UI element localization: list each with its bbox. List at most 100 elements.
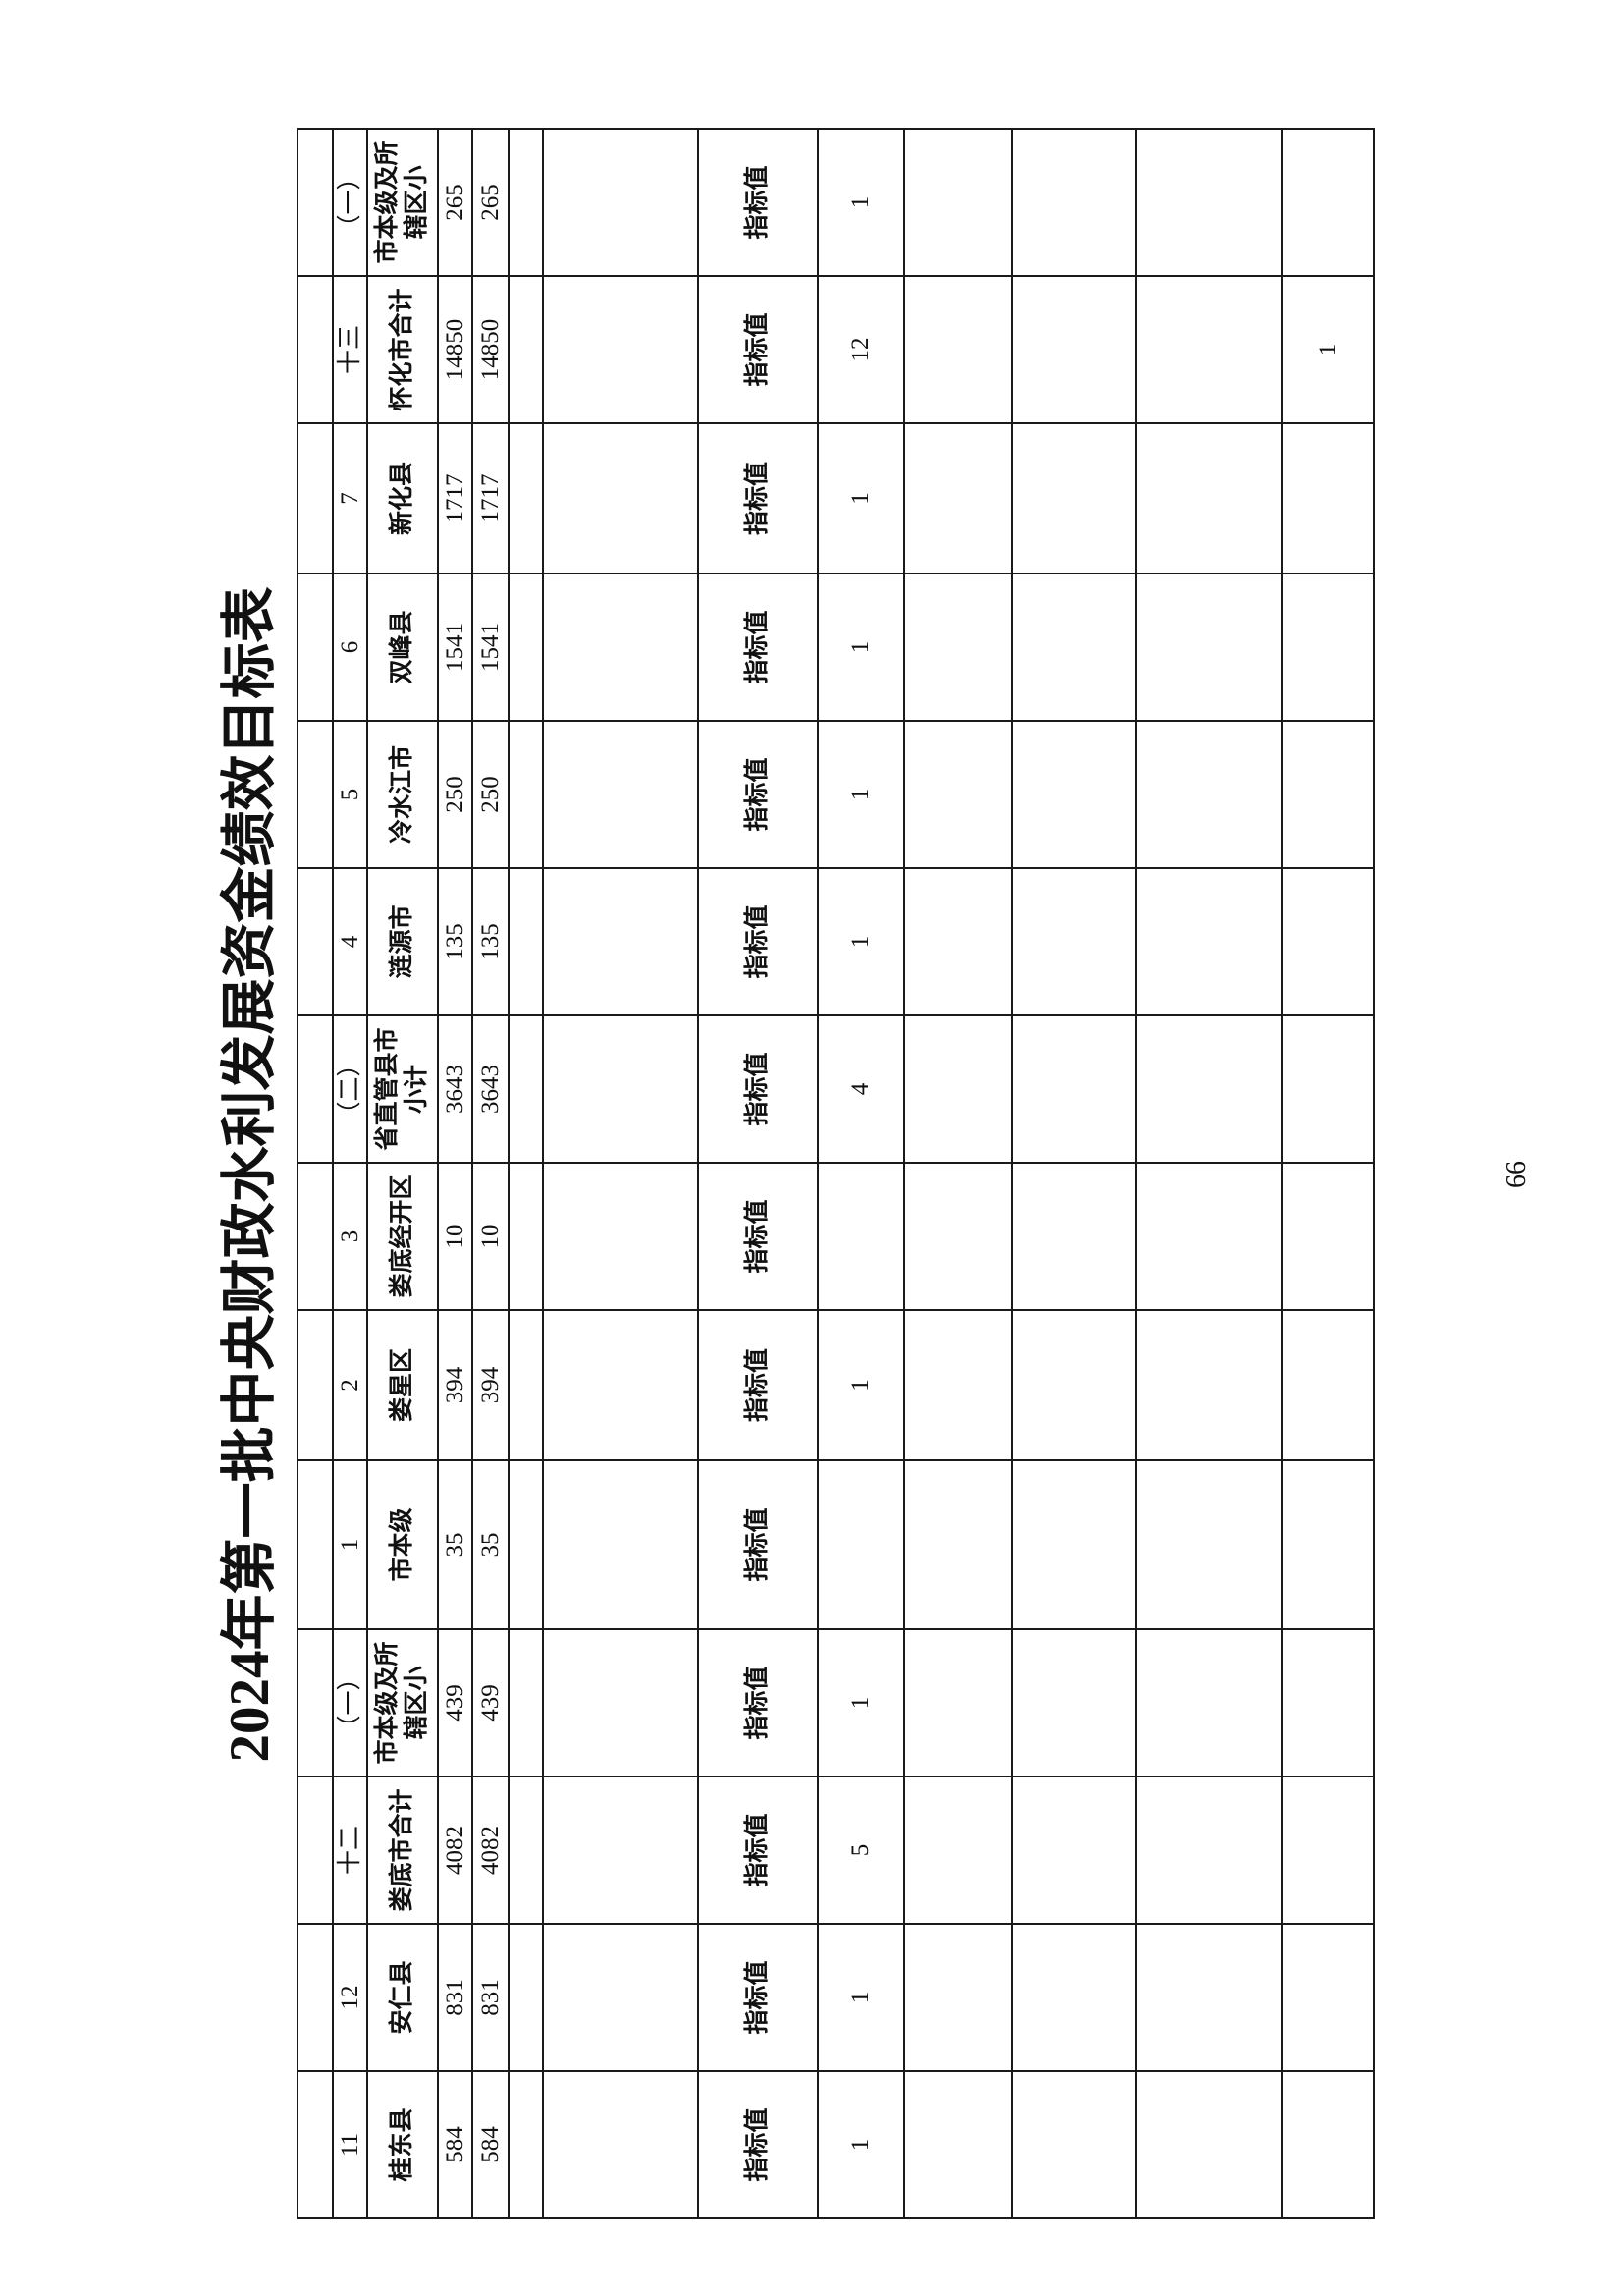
- amount-cell: 250: [472, 721, 509, 868]
- blank-cell: [509, 1629, 543, 1777]
- blank-cell: [1012, 721, 1136, 868]
- blank-cell: [1136, 721, 1282, 868]
- blank-cell: [509, 1015, 543, 1163]
- indicator-label-cell: 指标值: [698, 2071, 818, 2218]
- blank-cell: [509, 1777, 543, 1924]
- blank-cell: [509, 868, 543, 1015]
- blank-cell: [543, 868, 698, 1015]
- blank-row-top: [298, 574, 333, 721]
- blank-cell: [904, 1015, 1012, 1163]
- blank-cell: [1136, 868, 1282, 1015]
- blank-cell: [1012, 423, 1136, 574]
- blank-cell: [509, 276, 543, 423]
- region-name-cell: 娄星区: [367, 1310, 438, 1460]
- index-cell: 12: [333, 1924, 367, 2071]
- amount-cell: 3643: [438, 1015, 472, 1163]
- blank-cell: [543, 574, 698, 721]
- extra-value-cell: 1: [1282, 276, 1374, 423]
- blank-cell: [509, 1460, 543, 1629]
- blank-row-top: [298, 2071, 333, 2218]
- blank-cell: [904, 2071, 1012, 2218]
- extra-value-cell: [1282, 1310, 1374, 1460]
- indicator-label-cell: 指标值: [698, 868, 818, 1015]
- blank-row-top: [298, 276, 333, 423]
- blank-cell: [509, 1310, 543, 1460]
- region-name-cell: 安仁县: [367, 1924, 438, 2071]
- amount-cell: 14850: [438, 276, 472, 423]
- blank-cell: [543, 721, 698, 868]
- target-value-cell: 1: [818, 721, 904, 868]
- table-row: [543, 129, 698, 2218]
- table-row: 1: [1282, 129, 1374, 2218]
- amount-cell: 1541: [472, 574, 509, 721]
- blank-cell: [904, 129, 1012, 276]
- target-value-cell: [818, 1163, 904, 1310]
- indicator-label-cell: 指标值: [698, 1310, 818, 1460]
- amount-cell: 35: [438, 1460, 472, 1629]
- blank-cell: [509, 1924, 543, 2071]
- amount-cell: 1717: [472, 423, 509, 574]
- blank-cell: [1012, 2071, 1136, 2218]
- document-title: 2024年第一批中央财政水利发展资金绩效目标表: [219, 586, 281, 1763]
- blank-cell: [1012, 1924, 1136, 2071]
- target-value-cell: 1: [818, 868, 904, 1015]
- blank-row-top: [298, 721, 333, 868]
- blank-cell: [1012, 129, 1136, 276]
- blank-cell: [904, 1629, 1012, 1777]
- region-name-cell: 怀化市合计: [367, 276, 438, 423]
- blank-cell: [1136, 1310, 1282, 1460]
- target-value-cell: 4: [818, 1015, 904, 1163]
- amount-cell: 135: [472, 868, 509, 1015]
- blank-cell: [1012, 868, 1136, 1015]
- target-value-cell: 1: [818, 574, 904, 721]
- extra-value-cell: [1282, 574, 1374, 721]
- indicator-label-cell: 指标值: [698, 276, 818, 423]
- target-value-cell: 5: [818, 1777, 904, 1924]
- blank-cell: [543, 1629, 698, 1777]
- indicator-label-cell: 指标值: [698, 1015, 818, 1163]
- blank-cell: [1012, 574, 1136, 721]
- page-number: 66: [1501, 1161, 1532, 1188]
- index-cell: （一）: [333, 1629, 367, 1777]
- blank-cell: [904, 1924, 1012, 2071]
- blank-cell: [543, 129, 698, 276]
- indicator-label-cell: 指标值: [698, 1163, 818, 1310]
- region-name-cell: 市本级: [367, 1460, 438, 1629]
- index-cell: 十三: [333, 276, 367, 423]
- blank-cell: [904, 1310, 1012, 1460]
- indicator-label-cell: 指标值: [698, 1629, 818, 1777]
- table-row: [509, 129, 543, 2218]
- blank-row-top: [298, 1629, 333, 1777]
- table-row: 桂东县 安仁县 娄底市合计 市本级及所辖区小 市本级 娄星区 娄底经开区 省直管县市小计 涟源市…: [367, 129, 438, 2218]
- region-name-cell: 桂东县: [367, 2071, 438, 2218]
- target-value-cell: 1: [818, 1629, 904, 1777]
- table-row: [298, 129, 333, 2218]
- blank-cell: [543, 1777, 698, 1924]
- blank-cell: [1136, 1163, 1282, 1310]
- index-cell: 十二: [333, 1777, 367, 1924]
- blank-cell: [543, 1163, 698, 1310]
- blank-row-top: [298, 1460, 333, 1629]
- amount-cell: 4082: [438, 1777, 472, 1924]
- index-cell: 11: [333, 2071, 367, 2218]
- amount-cell: 10: [438, 1163, 472, 1310]
- index-cell: 2: [333, 1310, 367, 1460]
- amount-cell: 4082: [472, 1777, 509, 1924]
- table-row: 584 831 4082 439 35 394 10 3643 135 250 1541 1717 14…: [438, 129, 472, 2218]
- region-name-cell: 双峰县: [367, 574, 438, 721]
- blank-cell: [904, 721, 1012, 868]
- indicator-label-cell: 指标值: [698, 423, 818, 574]
- target-value-cell: 1: [818, 1310, 904, 1460]
- table-row: [1136, 129, 1282, 2218]
- blank-row-top: [298, 1777, 333, 1924]
- amount-cell: 831: [472, 1924, 509, 2071]
- extra-value-cell: [1282, 1460, 1374, 1629]
- index-cell: （二）: [333, 1015, 367, 1163]
- region-name-cell: 涟源市: [367, 868, 438, 1015]
- extra-value-cell: [1282, 1924, 1374, 2071]
- blank-cell: [1136, 423, 1282, 574]
- blank-row-top: [298, 129, 333, 276]
- blank-cell: [543, 2071, 698, 2218]
- index-cell: 5: [333, 721, 367, 868]
- indicator-label-cell: 指标值: [698, 129, 818, 276]
